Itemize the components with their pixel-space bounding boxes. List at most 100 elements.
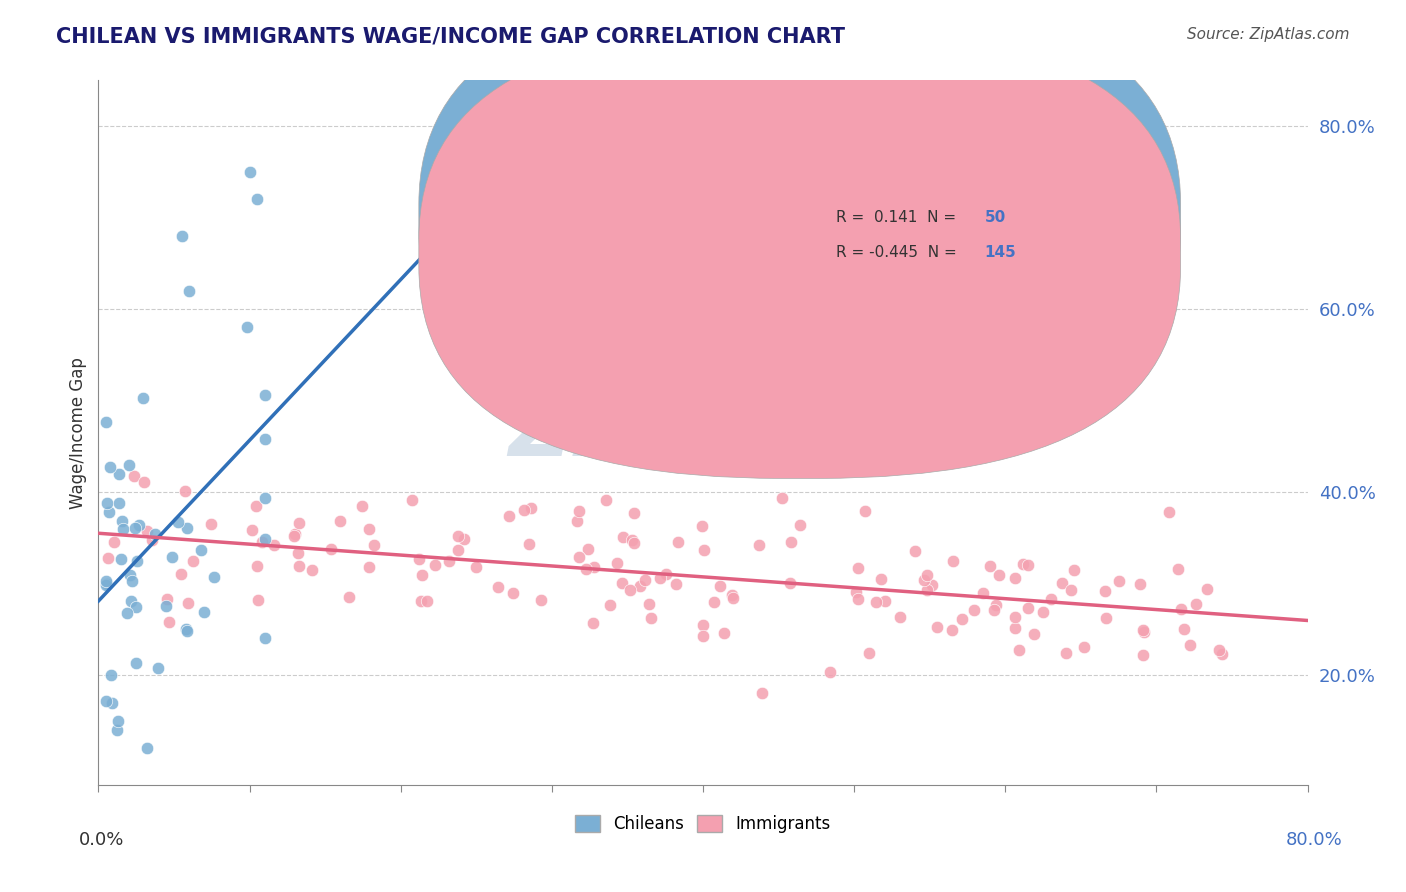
Point (1129, 577, 1152, 591)
Point (921, 578, 943, 592)
Point (574, 562, 596, 576)
Point (818, 665, 841, 680)
Point (690, 519, 713, 533)
Point (963, 603, 986, 617)
Point (865, 595, 887, 609)
Point (134, 475, 156, 489)
Point (623, 536, 645, 550)
Point (1004, 610, 1026, 624)
Point (941, 623, 963, 637)
Point (283, 529, 305, 543)
Point (124, 521, 146, 535)
Point (846, 561, 869, 575)
Text: ZIPatlas: ZIPatlas (508, 391, 898, 475)
Point (640, 611, 662, 625)
Point (915, 568, 938, 582)
Point (94, 574, 117, 588)
Point (517, 537, 540, 551)
Point (666, 534, 689, 549)
Point (692, 629, 714, 643)
Point (1073, 640, 1095, 654)
Point (665, 577, 688, 591)
Point (1108, 574, 1130, 588)
Point (512, 503, 534, 517)
Point (288, 559, 311, 574)
Point (1094, 584, 1116, 599)
Point (245, 500, 267, 514)
Point (179, 284, 201, 298)
Point (1017, 558, 1039, 572)
Point (253, 631, 276, 645)
Point (628, 579, 651, 593)
Point (1012, 557, 1035, 571)
Point (240, 523, 263, 537)
Point (100, 668, 122, 682)
Point (634, 573, 657, 587)
Point (453, 532, 475, 546)
Point (713, 626, 735, 640)
Point (115, 606, 138, 620)
Point (1167, 562, 1189, 576)
Point (568, 504, 591, 518)
Point (108, 495, 131, 509)
Point (1197, 582, 1219, 597)
Point (124, 469, 146, 483)
Point (972, 585, 994, 599)
Point (914, 574, 936, 588)
Point (253, 432, 276, 446)
Point (1059, 582, 1081, 597)
Point (107, 714, 129, 728)
Text: 0.0%: 0.0% (79, 831, 124, 849)
Point (1017, 600, 1039, 615)
Point (1004, 621, 1026, 635)
Y-axis label: Wage/Income Gap: Wage/Income Gap (69, 357, 87, 508)
Point (181, 554, 204, 568)
Point (925, 620, 948, 634)
Point (135, 524, 157, 538)
Point (941, 553, 963, 567)
Point (121, 574, 143, 589)
Point (110, 552, 132, 566)
Point (606, 556, 628, 570)
Point (284, 526, 307, 541)
Point (1022, 627, 1045, 641)
Point (1211, 647, 1233, 661)
Point (723, 591, 745, 605)
Point (120, 593, 142, 607)
Point (568, 549, 591, 564)
Point (125, 554, 148, 568)
Point (1095, 611, 1118, 625)
Point (1050, 575, 1073, 590)
Point (125, 599, 148, 614)
Point (576, 541, 599, 556)
Point (721, 588, 744, 602)
Point (709, 579, 731, 593)
Point (287, 546, 309, 560)
Point (983, 603, 1005, 617)
Point (581, 615, 603, 630)
Legend: Chileans, Immigrants: Chileans, Immigrants (568, 808, 838, 840)
Point (748, 539, 770, 553)
Point (1157, 505, 1180, 519)
Text: 145: 145 (984, 245, 1017, 260)
Point (638, 597, 661, 611)
Point (401, 493, 423, 508)
Point (94, 578, 117, 592)
FancyBboxPatch shape (419, 0, 1181, 443)
Text: 50: 50 (984, 211, 1005, 225)
Point (853, 504, 876, 518)
Point (655, 567, 678, 582)
Point (979, 558, 1001, 573)
Point (246, 559, 269, 574)
Point (845, 584, 868, 599)
Point (583, 560, 606, 574)
Point (411, 567, 433, 582)
FancyBboxPatch shape (758, 186, 1060, 285)
Point (1185, 597, 1208, 611)
Point (486, 580, 509, 594)
Point (1170, 602, 1192, 616)
Point (125, 656, 148, 670)
Point (103, 534, 125, 549)
Point (1008, 643, 1031, 657)
Point (200, 517, 222, 532)
